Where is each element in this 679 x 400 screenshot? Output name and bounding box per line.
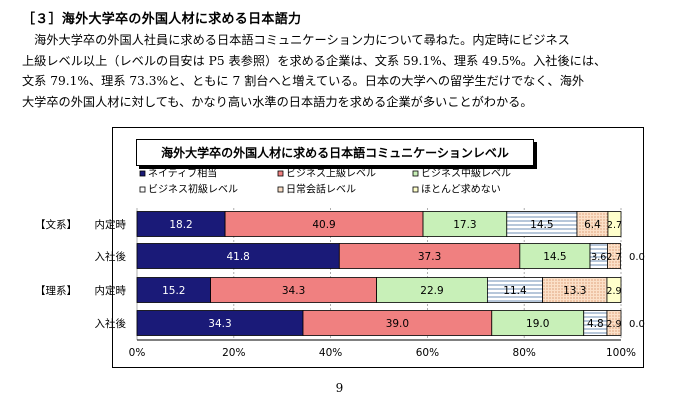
data-label-daily: 6.4 bbox=[584, 219, 601, 231]
bar-segment-almost-none bbox=[607, 211, 622, 237]
data-label-daily: 2.7 bbox=[606, 252, 621, 263]
data-label-daily: 13.3 bbox=[563, 285, 586, 297]
legend-swatch-daily bbox=[277, 186, 284, 193]
legend-label-daily: 日常会話レベル bbox=[286, 183, 356, 196]
bar-segment-business-advanced bbox=[302, 310, 493, 336]
bar-segment-native bbox=[136, 277, 211, 303]
legend-label-business-advanced: ビジネス上級レベル bbox=[286, 167, 376, 180]
legend-label-almost-none: ほとんど求めない bbox=[421, 184, 501, 196]
data-label-business-advanced: 37.3 bbox=[418, 251, 441, 263]
bar-segment-daily bbox=[542, 277, 608, 303]
legend-label-native: ネイティブ相当 bbox=[148, 167, 217, 180]
legend-swatch-almost-none bbox=[412, 186, 419, 193]
bar-segment-daily bbox=[576, 211, 609, 237]
data-label-native: 41.8 bbox=[226, 251, 249, 263]
row-label: 内定時 bbox=[95, 284, 127, 297]
data-label-business-beginner: 3.6 bbox=[591, 252, 606, 263]
bar-segment-daily bbox=[606, 310, 622, 336]
x-tick-label: 40% bbox=[319, 347, 342, 359]
row-label: 入社後 bbox=[95, 250, 127, 263]
data-label-almost-none: 2.7 bbox=[607, 220, 622, 231]
data-label-native: 18.2 bbox=[169, 219, 192, 231]
legend-label-business-intermediate: ビジネス中級レベル bbox=[421, 167, 511, 180]
paragraph-line: 海外大学卒の外国人社員に求める日本語コミュニケーション力について尋ねた。内定時に… bbox=[22, 33, 570, 47]
x-tick-label: 20% bbox=[222, 347, 245, 359]
data-label-business-beginner: 4.8 bbox=[587, 318, 604, 330]
x-tick-label: 80% bbox=[513, 347, 536, 359]
data-label-business-intermediate: 14.5 bbox=[543, 251, 566, 263]
chart-frame bbox=[112, 127, 644, 368]
data-label-business-intermediate: 22.9 bbox=[420, 285, 443, 297]
bar-segment-daily bbox=[607, 243, 621, 269]
section-heading: ［３］海外大学卒の外国人材に求める日本語力 bbox=[22, 12, 302, 27]
bar-segment-native bbox=[136, 310, 304, 336]
bar-segment-business-intermediate bbox=[491, 310, 585, 336]
paragraph-line: 文系 79.1%、理系 73.3%と、ともに 7 割台へと増えている。日本の大学… bbox=[22, 74, 585, 88]
row-label: 入社後 bbox=[95, 317, 127, 330]
data-label-business-beginner: 14.5 bbox=[530, 219, 553, 231]
data-label-business-intermediate: 19.0 bbox=[526, 318, 549, 330]
data-label-almost-none: 0.0 bbox=[629, 319, 645, 330]
legend-label-business-beginner: ビジネス初級レベル bbox=[148, 183, 238, 196]
paragraph-line: 上級レベル以上（レベルの目安は P5 表参照）を求める企業は、文系 59.1%、… bbox=[22, 53, 607, 68]
data-label-business-advanced: 34.3 bbox=[282, 285, 305, 297]
legend-swatch-native bbox=[139, 170, 146, 177]
group-label: 【理系】 bbox=[35, 285, 77, 297]
row-label: 内定時 bbox=[95, 218, 127, 231]
x-tick-label: 100% bbox=[606, 347, 636, 359]
data-label-business-advanced: 39.0 bbox=[386, 318, 409, 330]
data-label-native: 15.2 bbox=[162, 285, 185, 297]
body-paragraph: 海外大学卒の外国人社員に求める日本語コミュニケーション力について尋ねた。内定時に… bbox=[22, 30, 662, 112]
data-label-business-intermediate: 17.3 bbox=[453, 219, 476, 231]
bar-segment-business-beginner bbox=[506, 211, 578, 237]
legend-swatch-business-advanced bbox=[277, 170, 284, 177]
x-tick-label: 60% bbox=[416, 347, 439, 359]
data-label-business-beginner: 11.4 bbox=[503, 285, 527, 297]
legend-swatch-business-intermediate bbox=[412, 170, 419, 177]
page-number: 9 bbox=[335, 381, 344, 395]
data-label-daily: 2.9 bbox=[606, 319, 621, 330]
legend-swatch-business-beginner bbox=[139, 186, 146, 193]
data-label-almost-none: 0.0 bbox=[629, 252, 645, 263]
data-label-native: 34.3 bbox=[208, 318, 231, 330]
data-label-business-advanced: 40.9 bbox=[312, 219, 335, 231]
bar-segment-almost-none bbox=[606, 277, 622, 303]
data-label-almost-none: 2.9 bbox=[606, 286, 621, 297]
chart-title: 海外大学卒の外国人材に求める日本語コミュニケーションレベル bbox=[136, 139, 534, 166]
paragraph-line: 大学卒の外国人材に対しても、かなり高い水準の日本語力を求める企業が多いことがわか… bbox=[22, 94, 533, 109]
group-label: 【文系】 bbox=[35, 218, 77, 231]
bar-segment-business-advanced bbox=[338, 243, 521, 269]
x-tick-label: 0% bbox=[129, 347, 146, 359]
bar-segment-business-intermediate bbox=[519, 243, 591, 269]
